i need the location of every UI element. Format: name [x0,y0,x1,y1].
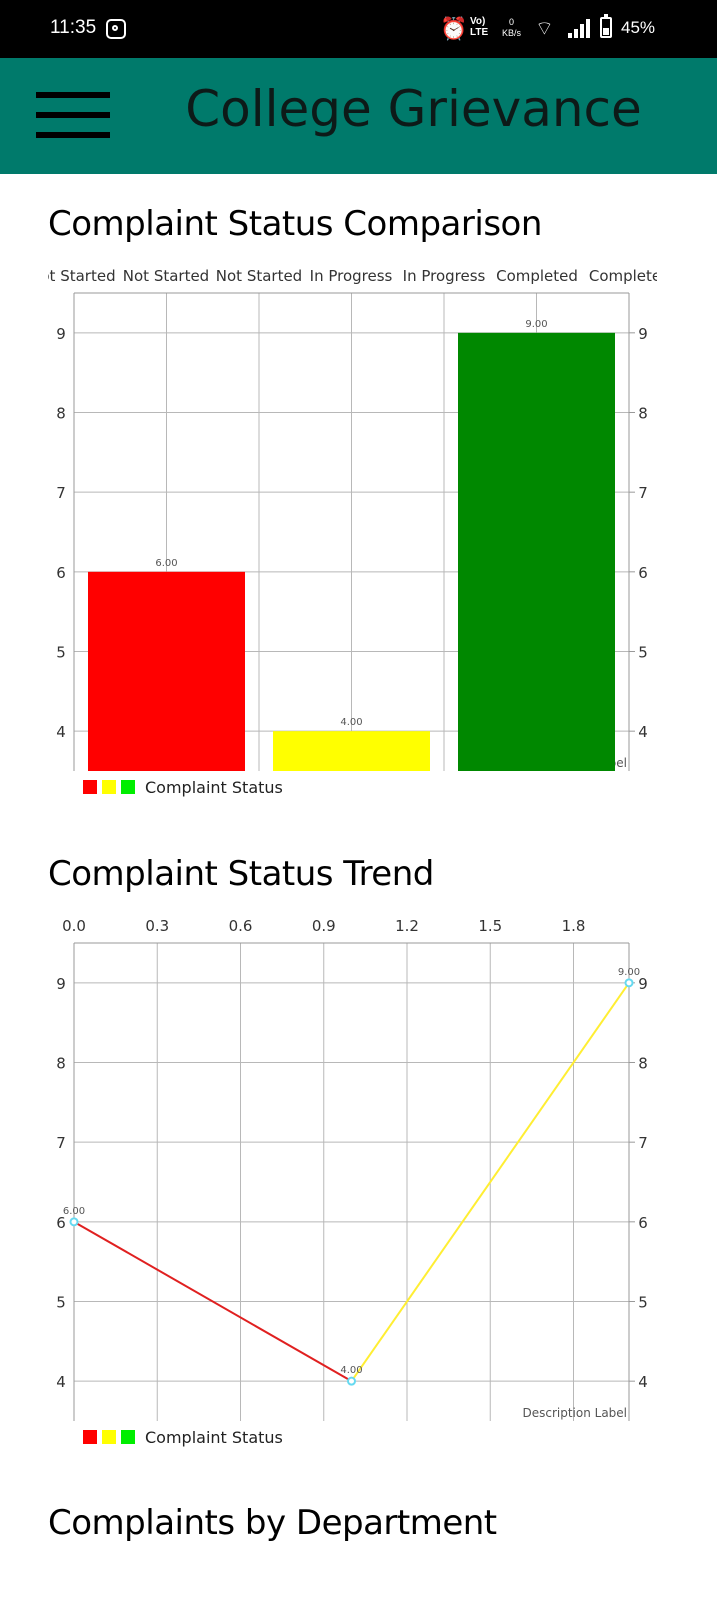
department-chart-title: Complaints by Department [48,1503,497,1543]
y-tick-label-right: 4 [638,723,648,741]
description-label: Description Label [522,1406,627,1420]
volte-icon: Vo) LTE [470,16,489,38]
x-category-label: Completed [496,267,578,285]
y-tick-label-left: 6 [56,564,66,582]
app-bar: College Grievance [0,58,717,174]
legend-label: Complaint Status [145,1428,283,1447]
x-category-label: In Progress [310,267,393,285]
bar-value-label: 9.00 [525,319,547,330]
y-tick-label-left: 8 [56,405,66,423]
x-tick-label: 1.8 [562,917,586,935]
line-segment [73,1220,352,1383]
battery-level-fill [603,28,609,35]
legend-label: Complaint Status [145,778,283,797]
data-point [69,1217,79,1227]
y-tick-label-right: 5 [638,644,648,662]
label-clip-right [657,255,717,289]
y-tick-label-right: 4 [638,1373,648,1391]
y-tick-label-left: 5 [56,1294,66,1312]
y-tick-label-left: 7 [56,1134,66,1152]
clock: 11:35 [50,17,97,38]
trend-chart-title: Complaint Status Trend [48,854,434,894]
y-tick-label-left: 5 [56,644,66,662]
x-category-label: In Progress [403,267,486,285]
network-speed: 0 KB/s [502,17,521,39]
data-point [347,1376,356,1386]
complaint-status-line-chart: 4 4 5 5 6 6 7 7 8 8 9 9 Description Label Complaint S… [56,917,648,1447]
y-tick-label-right: 6 [638,564,648,582]
y-tick-label-right: 5 [638,1294,648,1312]
x-category-label: Complete [589,267,661,285]
x-tick-label: 1.5 [478,917,502,935]
network-speed-unit: KB/s [502,28,522,38]
x-category-label: Not Started [216,267,302,285]
network-speed-value: 0 [509,17,515,27]
y-tick-label-left: 7 [56,484,66,502]
point-value-label: 4.00 [340,1365,362,1376]
legend-swatch [121,780,135,794]
x-tick-label: 0.9 [312,917,336,935]
y-tick-label-left: 8 [56,1055,66,1073]
x-tick-label: 1.2 [395,917,419,935]
bar-in-progress [273,731,430,771]
x-tick-label: 0.6 [229,917,253,935]
bar-value-label: 4.00 [340,717,362,728]
alarm-icon: ⏰ [440,16,468,41]
x-category-label: ot Started [40,267,115,285]
y-tick-label-right: 6 [638,1214,648,1232]
y-tick-label-right: 9 [638,325,648,343]
bar-value-label: 6.00 [155,558,177,569]
y-tick-label-left: 4 [56,1373,66,1391]
y-tick-label-right: 7 [638,484,648,502]
y-tick-label-left: 6 [56,1214,66,1232]
legend-swatch [121,1430,135,1444]
wifi-icon: ⌔ [535,18,554,40]
y-tick-label-left: 9 [56,975,66,993]
y-tick-label-right: 8 [638,1055,648,1073]
battery-icon [600,14,612,38]
point-value-label: 6.00 [63,1206,85,1217]
app-title: College Grievance [185,80,642,138]
data-point [624,978,634,988]
instagram-icon [106,19,126,39]
label-clip-left [0,255,48,289]
signal-icon [568,18,590,38]
legend-swatch [102,1430,116,1444]
x-category-label: Not Started [123,267,209,285]
hamburger-menu-icon[interactable] [36,92,110,142]
y-tick-label-right: 7 [638,1134,648,1152]
y-tick-label-right: 8 [638,405,648,423]
legend-swatch [83,1430,97,1444]
point-value-label: 9.00 [618,967,640,978]
y-tick-label-right: 9 [638,975,648,993]
y-tick-label-left: 9 [56,325,66,343]
battery-percent: 45% [621,18,656,37]
status-bar: 11:35 ⏰ Vo) LTE 0 KB/s ⌔ 45% [0,0,717,58]
bar-not-started [88,571,245,771]
legend-swatch [83,780,97,794]
x-tick-label: 0.0 [62,917,86,935]
y-tick-label-left: 4 [56,723,66,741]
legend-swatch [102,780,116,794]
x-tick-label: 0.3 [145,917,169,935]
bar-completed [458,332,615,771]
comparison-chart-title: Complaint Status Comparison [48,204,542,244]
line-segment [350,982,630,1382]
